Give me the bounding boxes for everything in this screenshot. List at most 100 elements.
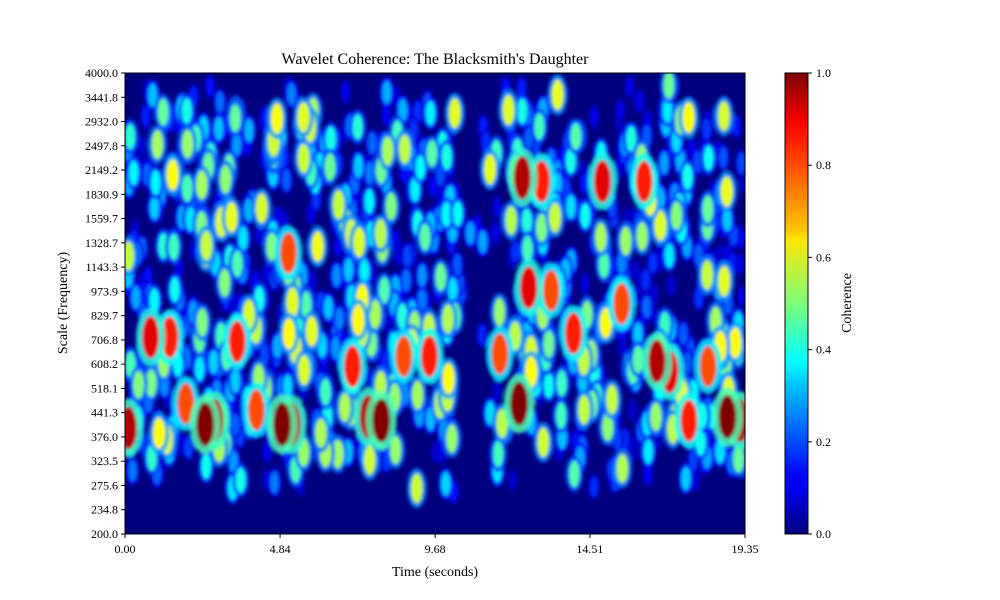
coherence-blob (148, 83, 158, 108)
coherence-blob (235, 467, 246, 494)
coherence-blob (398, 98, 408, 122)
coherence-blob (505, 205, 517, 236)
y-tick-label: 2497.8 (85, 139, 118, 153)
coherence-blob (369, 299, 381, 329)
coherence-blob (633, 322, 643, 347)
colorbar: 0.0 0.2 0.4 0.6 0.8 1.0 Coherence (784, 66, 855, 541)
y-tick-label: 234.8 (91, 503, 118, 517)
coherence-blob (581, 274, 589, 294)
coherence-blob (334, 237, 342, 256)
coherence-blob (181, 98, 192, 124)
coherence-blob (694, 287, 703, 308)
x-axis-ticks: 0.00 4.84 9.68 14.51 19.35 (115, 534, 759, 556)
coherence-blob (425, 100, 436, 126)
coherence-blob (225, 202, 238, 233)
coherence-blob (256, 225, 264, 244)
coherence-blob (565, 148, 576, 174)
coherence-blob (382, 136, 394, 166)
coherence-blob (194, 356, 205, 382)
coherence-blob (368, 132, 377, 154)
coherence-blob (141, 106, 150, 126)
coherence-blob (270, 103, 284, 134)
coherence-blob (682, 102, 695, 133)
coherence-blob (335, 307, 344, 330)
coherence-blob (718, 265, 731, 297)
coherence-blob (555, 402, 567, 429)
coherence-blob (286, 287, 299, 318)
coherence-blob (606, 384, 618, 415)
coherence-blob (441, 471, 451, 496)
coherence-blob (374, 218, 387, 249)
coherence-blob (332, 189, 345, 220)
coherence-blob (650, 402, 662, 432)
colorbar-tick-label: 0.2 (816, 435, 831, 449)
coherence-blob (446, 424, 458, 453)
coherence-blob (595, 222, 607, 252)
coherence-blob (342, 82, 350, 102)
coherence-blob (683, 352, 692, 374)
coherence-blob (351, 304, 365, 336)
coherence-blob (701, 260, 714, 290)
coherence-blob (238, 226, 248, 251)
coherence-blob (493, 381, 501, 400)
coherence-blob (556, 369, 567, 397)
coherence-blob (543, 372, 554, 399)
coherence-blob (693, 151, 702, 173)
coherence-blob (398, 134, 411, 164)
coherence-blob (682, 163, 693, 190)
coherence-blob (491, 223, 499, 242)
coherence-hotspot (395, 335, 412, 377)
coherence-blob (616, 453, 629, 484)
y-tick-label: 1143.3 (85, 260, 118, 274)
y-axis-ticks: 200.0 234.8 275.6 323.5 376.0 441.3 518.1 608.2… (85, 66, 125, 541)
coherence-blob (453, 254, 462, 276)
coherence-blob (332, 264, 341, 287)
plot-area (124, 72, 746, 535)
coherence-blob (270, 471, 279, 494)
y-tick-label: 275.6 (91, 478, 118, 492)
coherence-blob (437, 442, 446, 462)
coherence-blob (419, 223, 431, 251)
coherence-hotspot (680, 399, 698, 442)
coherence-blob (691, 471, 699, 490)
coherence-blob (511, 241, 520, 262)
coherence-hotspot (613, 283, 630, 325)
coherence-blob (732, 116, 740, 137)
x-tick-label: 4.84 (270, 542, 291, 556)
coherence-hotspot (593, 160, 612, 203)
coherence-blob (448, 98, 461, 129)
coherence-blob (417, 264, 427, 287)
coherence-blob (385, 192, 397, 221)
coherence-blob (729, 327, 742, 359)
coherence-blob (702, 195, 714, 223)
coherence-blob (287, 83, 296, 106)
coherence-hotspot (372, 398, 391, 443)
coherence-blob (483, 154, 496, 185)
coherence-blob (201, 453, 212, 480)
coherence-blob (493, 198, 501, 217)
coherence-blob (551, 79, 564, 111)
y-tick-label: 376.0 (91, 430, 118, 444)
coherence-blob (650, 284, 658, 303)
coherence-blob (632, 345, 644, 374)
coherence-blob (151, 130, 164, 159)
coherence-blob (465, 221, 475, 245)
coherence-blob (580, 203, 591, 229)
x-tick-label: 0.00 (115, 542, 136, 556)
coherence-blob (740, 173, 745, 192)
coherence-blob (363, 445, 376, 476)
coherence-hotspot (177, 383, 195, 425)
coherence-blob (679, 323, 688, 345)
coherence-blob (525, 356, 538, 388)
coherence-blob (166, 159, 179, 191)
coherence-blob (219, 165, 232, 194)
coherence-blob (663, 73, 675, 99)
coherence-blob (569, 460, 580, 488)
colorbar-ticks: 0.0 0.2 0.4 0.6 0.8 1.0 (808, 66, 831, 541)
coherence-hotspot (542, 270, 560, 311)
coherence-blob (702, 119, 711, 140)
coherence-blob (580, 173, 589, 194)
coherence-hotspot (125, 406, 138, 450)
coherence-blob (215, 91, 225, 114)
coherence-hotspot (699, 345, 717, 387)
